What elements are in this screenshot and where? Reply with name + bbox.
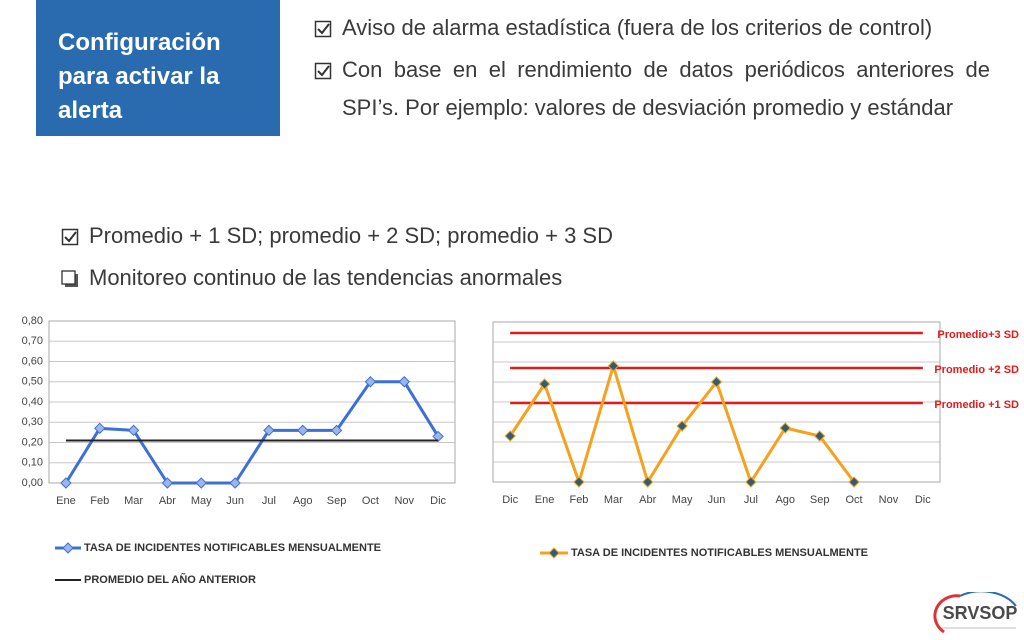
point-marker — [607, 360, 620, 372]
point-marker — [364, 376, 377, 388]
x-tick-label: Jun — [708, 494, 726, 506]
x-tick-label: Ago — [775, 494, 795, 506]
x-tick-label: Dic — [502, 494, 518, 506]
point-marker — [710, 376, 723, 388]
y-tick-label: 0,50 — [22, 376, 43, 388]
bullet: Monitoreo continuo de las tendencias ano… — [61, 259, 761, 297]
x-tick-label: Jul — [262, 495, 276, 507]
checkbox-frame — [314, 20, 332, 38]
x-tick-label: Sep — [327, 495, 347, 507]
x-tick-label: Feb — [569, 494, 588, 506]
checkbox — [61, 270, 78, 287]
y-tick-label: 0,00 — [22, 477, 43, 489]
bullet: Con base en el rendimiento de datos peri… — [314, 51, 990, 127]
point-marker — [127, 424, 140, 437]
x-tick-label: May — [672, 494, 693, 506]
x-tick-label: Ago — [293, 495, 313, 507]
point-marker — [161, 477, 174, 489]
x-tick-label: Dic — [430, 495, 446, 507]
legend-label: TASA DE INCIDENTES NOTIFICABLES MENSUALM… — [571, 547, 868, 559]
point-marker — [60, 477, 72, 489]
logo: SRVSOP — [933, 592, 1018, 634]
x-tick-label: Dic — [915, 494, 931, 506]
top-bullet-list: Aviso de alarma estadística (fuera de lo… — [314, 9, 990, 131]
y-tick-label: 0,40 — [22, 396, 43, 408]
point-marker — [504, 430, 516, 442]
point-marker — [573, 476, 585, 488]
reference-label: Promedio +2 SD — [934, 364, 1019, 376]
x-tick-label: Jun — [226, 495, 244, 507]
x-tick-label: Mar — [124, 495, 143, 507]
y-tick-label: 0,30 — [22, 416, 43, 428]
point-marker — [745, 476, 757, 488]
checkbox-checked — [314, 20, 332, 38]
checkbox-frame — [61, 228, 79, 246]
point-marker — [779, 422, 791, 434]
checkbox-checked — [314, 62, 332, 80]
x-tick-label: Nov — [394, 495, 414, 507]
reference-label: Promedio+3 SD — [937, 329, 1019, 341]
x-tick-label: Sep — [810, 494, 830, 506]
plot-frame — [48, 320, 456, 484]
x-tick-label: Ene — [56, 495, 76, 507]
x-tick-label: Abr — [639, 494, 656, 506]
logo-arc — [933, 594, 961, 634]
reference-label: Promedio +1 SD — [934, 399, 1019, 411]
bullet-text: Monitoreo continuo de las tendencias ano… — [89, 265, 563, 290]
x-tick-label: Feb — [90, 495, 109, 507]
y-tick-label: 0,70 — [22, 335, 43, 347]
slide-title: Configuración para activar la alerta — [58, 29, 221, 124]
bullet-text: Promedio + 1 SD; promedio + 2 SD; promed… — [89, 223, 613, 248]
y-tick-label: 0,80 — [22, 315, 43, 327]
y-tick-label: 0,20 — [22, 436, 43, 448]
x-tick-label: May — [191, 495, 212, 507]
point-marker — [538, 378, 551, 390]
point-marker — [676, 420, 688, 432]
bullet: Promedio + 1 SD; promedio + 2 SD; promed… — [61, 217, 761, 255]
checkbox-frame — [314, 62, 332, 80]
x-tick-label: Mar — [604, 494, 623, 506]
legend-label: TASA DE INCIDENTES NOTIFICABLES MENSUALM… — [84, 542, 381, 554]
logo-arc — [959, 592, 1017, 607]
x-tick-label: Oct — [845, 494, 862, 506]
point-marker — [297, 424, 309, 437]
bullet-text: Con base en el rendimiento de datos peri… — [342, 57, 990, 120]
y-tick-label: 0,60 — [22, 355, 43, 367]
bullet-text: Aviso de alarma estadística (fuera de lo… — [342, 15, 933, 40]
x-tick-label: Abr — [159, 495, 176, 507]
series-line — [64, 380, 440, 485]
legend-label: PROMEDIO DEL AÑO ANTERIOR — [84, 573, 256, 586]
check-mark — [317, 23, 330, 35]
plot-frame — [492, 321, 941, 483]
point-marker — [263, 424, 275, 437]
checkbox-frame — [61, 270, 76, 285]
point-marker — [195, 477, 207, 489]
point-marker — [229, 477, 241, 489]
point-marker — [330, 424, 343, 437]
bullet: Aviso de alarma estadística (fuera de lo… — [314, 9, 990, 47]
point-marker — [642, 476, 654, 488]
legend-marker — [62, 542, 74, 554]
point-marker — [848, 476, 860, 488]
check-mark — [64, 231, 77, 243]
checkbox-checked — [61, 228, 79, 246]
logo-text: SRVSOP — [943, 603, 1018, 623]
point-marker — [813, 430, 826, 442]
check-mark — [317, 65, 330, 77]
bullet-list: Promedio + 1 SD; promedio + 2 SD; promed… — [61, 217, 761, 301]
title-box: Configuración para activar la alerta — [36, 0, 280, 136]
point-marker — [398, 376, 410, 388]
x-tick-label: Oct — [362, 495, 379, 507]
x-tick-label: Jul — [744, 494, 758, 506]
point-marker — [94, 422, 106, 435]
legend-marker — [548, 547, 560, 559]
y-tick-label: 0,10 — [22, 457, 43, 469]
x-tick-label: Ene — [535, 494, 555, 506]
x-tick-label: Nov — [879, 494, 899, 506]
